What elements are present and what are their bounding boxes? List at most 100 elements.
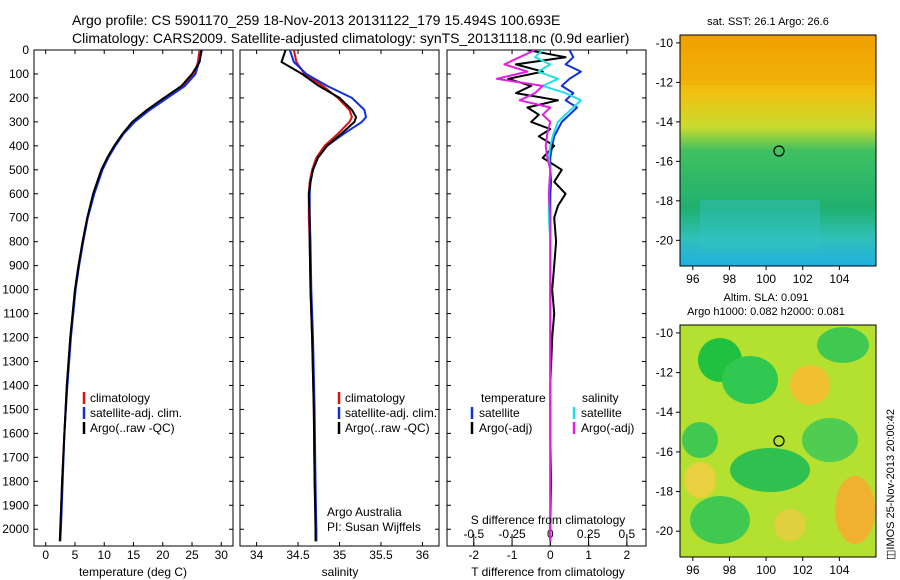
depth-tick-label: 300 xyxy=(9,115,29,129)
sst-map-title: sat. SST: 26.1 Argo: 26.6 xyxy=(707,16,829,28)
sst-warm-band xyxy=(680,35,876,85)
legend-t-argo: Argo(-adj) xyxy=(479,421,532,435)
sla-low-patch xyxy=(730,448,810,492)
sla-map-frame xyxy=(679,324,877,558)
depth-ticks: 0 100 200 300 400 500 600 700 800 900 1000 1100 1200… xyxy=(2,43,646,536)
x-tick-label: -0.25 xyxy=(498,527,526,541)
depth-tick-label: 900 xyxy=(9,259,29,273)
map-y-tick-label: -14 xyxy=(656,405,674,419)
map-y-tick-label: -16 xyxy=(656,445,674,459)
x-tick-label: -1 xyxy=(507,548,518,562)
map-y-tick-label: -14 xyxy=(656,115,674,129)
legend-s-heading: salinity xyxy=(582,391,619,405)
depth-tick-label: 600 xyxy=(9,187,29,201)
argo-float-marker xyxy=(773,435,785,447)
map-x-tick-label: 98 xyxy=(723,563,737,577)
depth-tick-label: 1600 xyxy=(2,426,29,440)
depth-tick-label: 700 xyxy=(9,211,29,225)
sst-map-ticks: -10 -12 -14 -16 -18 -20 96 98 100 102 104 xyxy=(656,36,850,286)
salinity-axes xyxy=(239,49,440,547)
sla-low-patch xyxy=(682,422,718,458)
x-tick-label: 2 xyxy=(624,548,631,562)
depth-tick-label: 1900 xyxy=(2,498,29,512)
legend-t-satellite: satellite xyxy=(479,406,520,420)
map-x-tick-label: 100 xyxy=(756,272,776,286)
x-tick-label: 25 xyxy=(185,548,199,562)
salinity-xlabel: salinity xyxy=(322,565,359,579)
imos-timestamp: ◫IMOS 25-Nov-2013 20:00:42 xyxy=(885,408,897,560)
sla-high-patch xyxy=(835,476,875,544)
profile-line-salinity-argo-adj- xyxy=(495,50,552,542)
depth-tick-label: 1800 xyxy=(2,474,29,488)
s-difference-label: S difference from climatology xyxy=(471,513,626,527)
salinity-legend: climatology satellite-adj. clim. Argo(..… xyxy=(337,391,437,435)
difference-profiles xyxy=(495,50,582,542)
x-tick-label: 34 xyxy=(250,548,264,562)
legend-t-heading: temperature xyxy=(481,391,546,405)
t-difference-label: T difference from climatology xyxy=(471,565,625,579)
sst-map: -10 -12 -14 -16 -18 -20 96 98 100 102 104 xyxy=(656,34,877,286)
x-tick-label: 35.5 xyxy=(369,548,393,562)
x-tick-label: 20 xyxy=(156,548,170,562)
x-tick-label: 0.25 xyxy=(577,527,601,541)
difference-legend: temperature salinity satellite Argo(-adj… xyxy=(470,391,634,435)
depth-tick-label: 500 xyxy=(9,163,29,177)
map-x-tick-label: 104 xyxy=(829,563,849,577)
credit-line2: PI: Susan Wijffels xyxy=(327,520,421,534)
depth-tick-label: 1200 xyxy=(2,331,29,345)
x-tick-label: 10 xyxy=(98,548,112,562)
depth-tick-label: 1100 xyxy=(3,307,29,321)
map-y-tick-label: -10 xyxy=(656,36,674,50)
map-x-tick-label: 98 xyxy=(723,272,737,286)
x-tick-label: 30 xyxy=(215,548,229,562)
x-tick-label: 5 xyxy=(72,548,79,562)
sla-high-patch xyxy=(790,365,830,405)
depth-tick-label: 100 xyxy=(9,67,29,81)
depth-tick-label: 1700 xyxy=(2,450,29,464)
temperature-x-ticks: 0 5 10 15 20 25 30 xyxy=(42,50,228,562)
depth-tick-label: 2000 xyxy=(2,522,29,536)
map-y-tick-label: -12 xyxy=(656,75,674,89)
sla-map-ticks: -10 -12 -14 -16 -18 -20 96 98 100 102 104 xyxy=(656,326,850,577)
x-tick-label: 35 xyxy=(333,548,347,562)
sla-map-title-line1: Altim. SLA: 0.091 xyxy=(724,292,809,304)
depth-tick-label: 1500 xyxy=(2,402,29,416)
x-tick-label: -2 xyxy=(468,548,479,562)
map-x-tick-label: 96 xyxy=(686,272,700,286)
x-tick-label: 0 xyxy=(547,548,554,562)
depth-tick-label: 200 xyxy=(9,91,29,105)
figure-title-line1: Argo profile: CS 5901170_259 18-Nov-2013… xyxy=(72,12,561,28)
x-tick-label: 0 xyxy=(42,548,49,562)
legend-s-satellite: satellite xyxy=(581,406,622,420)
sla-low-patch xyxy=(802,418,858,462)
sla-map: -10 -12 -14 -16 -18 -20 96 98 100 102 104 xyxy=(656,324,877,577)
map-y-tick-label: -10 xyxy=(656,326,674,340)
map-x-tick-label: 102 xyxy=(793,563,813,577)
x-tick-label: 34.5 xyxy=(286,548,310,562)
legend-argo: Argo(..raw -QC) xyxy=(90,421,175,435)
map-y-tick-label: -20 xyxy=(656,233,674,247)
profile-line-argo-raw-qc- xyxy=(280,50,358,542)
map-y-tick-label: -18 xyxy=(656,194,674,208)
sst-cool-patch xyxy=(700,200,820,250)
profile-line-argo-raw-qc- xyxy=(58,50,203,542)
map-x-tick-label: 100 xyxy=(756,563,776,577)
x-tick-label: -0.5 xyxy=(463,527,484,541)
sla-low-patch xyxy=(690,496,750,544)
figure-title-line2: Climatology: CARS2009. Satellite-adjuste… xyxy=(72,30,630,46)
sla-map-title-line2: Argo h1000: 0.082 h2000: 0.081 xyxy=(687,306,845,318)
temperature-profiles xyxy=(58,50,203,542)
map-y-tick-label: -12 xyxy=(656,366,674,380)
x-tick-label: 36 xyxy=(416,548,430,562)
depth-tick-label: 0 xyxy=(22,43,29,57)
profile-line-temperature-argo-adj- xyxy=(507,50,567,542)
map-x-tick-label: 104 xyxy=(829,272,849,286)
depth-tick-label: 1400 xyxy=(2,378,29,392)
sla-high-patch xyxy=(684,462,716,498)
legend-satellite: satellite-adj. clim. xyxy=(90,406,182,420)
x-tick-label: 15 xyxy=(127,548,141,562)
depth-tick-label: 800 xyxy=(9,235,29,249)
sla-low-patch xyxy=(722,356,778,404)
temperature-axes xyxy=(33,49,234,547)
